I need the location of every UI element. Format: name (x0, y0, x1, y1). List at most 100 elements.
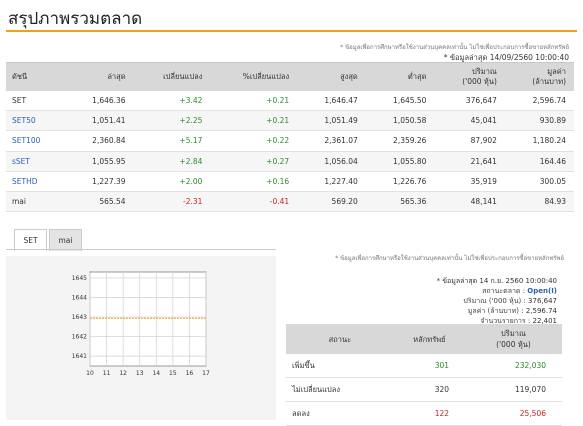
adv-cell-label: เพิ่มขึ้น (286, 354, 394, 378)
y-tick-label: 1642 (72, 334, 87, 341)
table-row: mai 565.54 -2.31 -0.41 569.20 565.36 48,141 84.… (6, 191, 574, 213)
x-tick-label: 12 (119, 370, 127, 376)
x-tick-label: 13 (136, 370, 144, 376)
cell-pct: +0.21 (210, 110, 298, 132)
cell-high: 1,051.49 (297, 110, 366, 132)
adv-cell-count: 320 (393, 377, 466, 402)
table-row: SET50 1,051.41 +2.25 +0.21 1,051.49 1,050.58 4… (6, 110, 574, 132)
cell-last: 1,646.36 (64, 91, 134, 112)
cell-change: +2.00 (133, 171, 211, 192)
index-link[interactable]: SET50 (6, 110, 65, 132)
x-tick-label: 17 (202, 370, 210, 376)
market-value-value: 2,596.74 (525, 307, 557, 315)
y-tick-label: 1644 (72, 294, 87, 301)
cell-value: 1,180.24 (504, 130, 574, 152)
list-item: เพิ่มขึ้น 301 232,030 (286, 354, 562, 378)
cell-value: 164.46 (504, 151, 574, 172)
col-header-change: เปลี่ยนแปลง (133, 62, 211, 91)
market-trades-value: 22,401 (532, 317, 558, 325)
cell-high: 1,227.40 (297, 171, 366, 192)
cell-change: +3.42 (133, 91, 211, 112)
col-header-status: สถานะ (286, 324, 394, 354)
disclaimer-note: * ข้อมูลเพื่อการศึกษาหรือใช้งานส่วนบุคคล… (340, 44, 569, 51)
cell-pct: +0.22 (210, 130, 298, 152)
col-header-high: สูงสุด (297, 62, 366, 91)
market-disclaimer: * ข้อมูลเพื่อการศึกษาหรือใช้งานส่วนบุคคล… (335, 255, 564, 262)
x-tick-label: 10 (86, 370, 94, 376)
tab-divider (6, 249, 276, 250)
cell-name: SET (6, 91, 65, 112)
cell-high: 1,056.04 (297, 151, 366, 172)
adv-cell-label: ลดลง (286, 401, 394, 426)
cell-last: 1,051.41 (64, 110, 134, 132)
x-tick-label: 15 (169, 370, 177, 376)
col-header-value: มูลค่า (ล้านบาท) (504, 62, 574, 91)
x-tick-label: 11 (103, 370, 111, 376)
y-tick-label: 1645 (72, 275, 87, 282)
index-intraday-chart: 10 11 12 13 14 15 16 17 1641 1642 1643 1644 1645 (72, 271, 210, 376)
index-table-header: ดัชนี ล่าสุด เปลี่ยนแปลง %เปลี่ยนแปลง สู… (6, 62, 574, 91)
cell-change: +2.25 (133, 110, 211, 132)
cell-low: 1,645.50 (365, 91, 435, 112)
col-header-last: ล่าสุด (64, 62, 134, 91)
x-tick-label: 14 (152, 370, 160, 376)
cell-pct: +0.27 (210, 151, 298, 172)
cell-change: +5.17 (133, 130, 211, 152)
cell-name: mai (6, 191, 65, 213)
last-update: * ข้อมูลล่าสุด 14/09/2560 10:00:40 (443, 53, 569, 62)
y-tick-label: 1641 (72, 353, 87, 360)
cell-high: 2,361.07 (297, 130, 366, 152)
adv-cell-count: 122 (393, 401, 466, 426)
cell-change: +2.84 (133, 151, 211, 172)
cell-last: 2,360.84 (64, 130, 134, 152)
tab-mai[interactable]: mai (49, 229, 82, 251)
cell-volume: 45,041 (434, 110, 505, 132)
tab-set[interactable]: SET (14, 229, 47, 251)
cell-low: 1,226.76 (365, 171, 435, 192)
adv-cell-volume: 119,070 (465, 377, 562, 402)
cell-low: 565.36 (365, 191, 435, 213)
cell-pct: +0.21 (210, 91, 298, 112)
cell-last: 1,227.39 (64, 171, 134, 192)
cell-pct: -0.41 (210, 191, 298, 213)
cell-low: 2,359.26 (365, 130, 435, 152)
market-value-row: มูลค่า (ล้านบาท) : 2,596.74 (467, 307, 557, 315)
col-header-low: ต่ำสุด (365, 62, 435, 91)
col-header-volume: ปริมาณ ('000 หุ้น) (434, 62, 505, 91)
cell-low: 1,050.58 (365, 110, 435, 132)
y-tick-label: 1643 (72, 314, 87, 321)
index-link[interactable]: SET100 (6, 130, 65, 152)
cell-value: 930.89 (504, 110, 574, 132)
cell-value: 300.05 (504, 171, 574, 192)
cell-volume: 21,641 (434, 151, 505, 172)
col-header-securities: หลักทรัพย์ (393, 324, 466, 354)
table-row: SET100 2,360.84 +5.17 +0.22 2,361.07 2,359.26… (6, 130, 574, 152)
cell-volume: 376,647 (434, 91, 505, 112)
index-link[interactable]: SETHD (6, 171, 65, 192)
adv-cell-volume: 25,506 (465, 401, 562, 426)
market-volume-value: 376,647 (528, 297, 557, 305)
list-item: ไม่เปลี่ยนแปลง 320 119,070 (286, 377, 562, 402)
market-status-label: สถานะตลาด (482, 287, 521, 295)
cell-change: -2.31 (133, 191, 211, 213)
cell-last: 1,055.95 (64, 151, 134, 172)
cell-volume: 35,919 (434, 171, 505, 192)
cell-volume: 87,902 (434, 130, 505, 152)
cell-low: 1,055.80 (365, 151, 435, 172)
cell-last: 565.54 (64, 191, 134, 213)
market-trades-label: จำนวนรายการ (480, 317, 526, 325)
table-row: SETHD 1,227.39 +2.00 +0.16 1,227.40 1,226.76 3… (6, 171, 574, 192)
cell-high: 569.20 (297, 191, 366, 213)
advance-decline-table: สถานะ หลักทรัพย์ ปริมาณ ('000 หุ้น) เพิ่… (286, 324, 562, 426)
cell-value: 84.93 (504, 191, 574, 213)
col-header-index: ดัชนี (6, 62, 65, 91)
market-status-row: สถานะตลาด : Open(I) (482, 287, 557, 295)
market-value-label: มูลค่า (ล้านบาท) (467, 307, 519, 315)
page-title: สรุปภาพรวมตลาด (8, 9, 143, 29)
index-link[interactable]: sSET (6, 151, 65, 172)
col-header-pct-change: %เปลี่ยนแปลง (210, 62, 298, 91)
cell-volume: 48,141 (434, 191, 505, 213)
chart-tabs: SET mai (14, 228, 84, 251)
cell-value: 2,596.74 (504, 91, 574, 112)
adv-cell-volume: 232,030 (465, 354, 562, 378)
